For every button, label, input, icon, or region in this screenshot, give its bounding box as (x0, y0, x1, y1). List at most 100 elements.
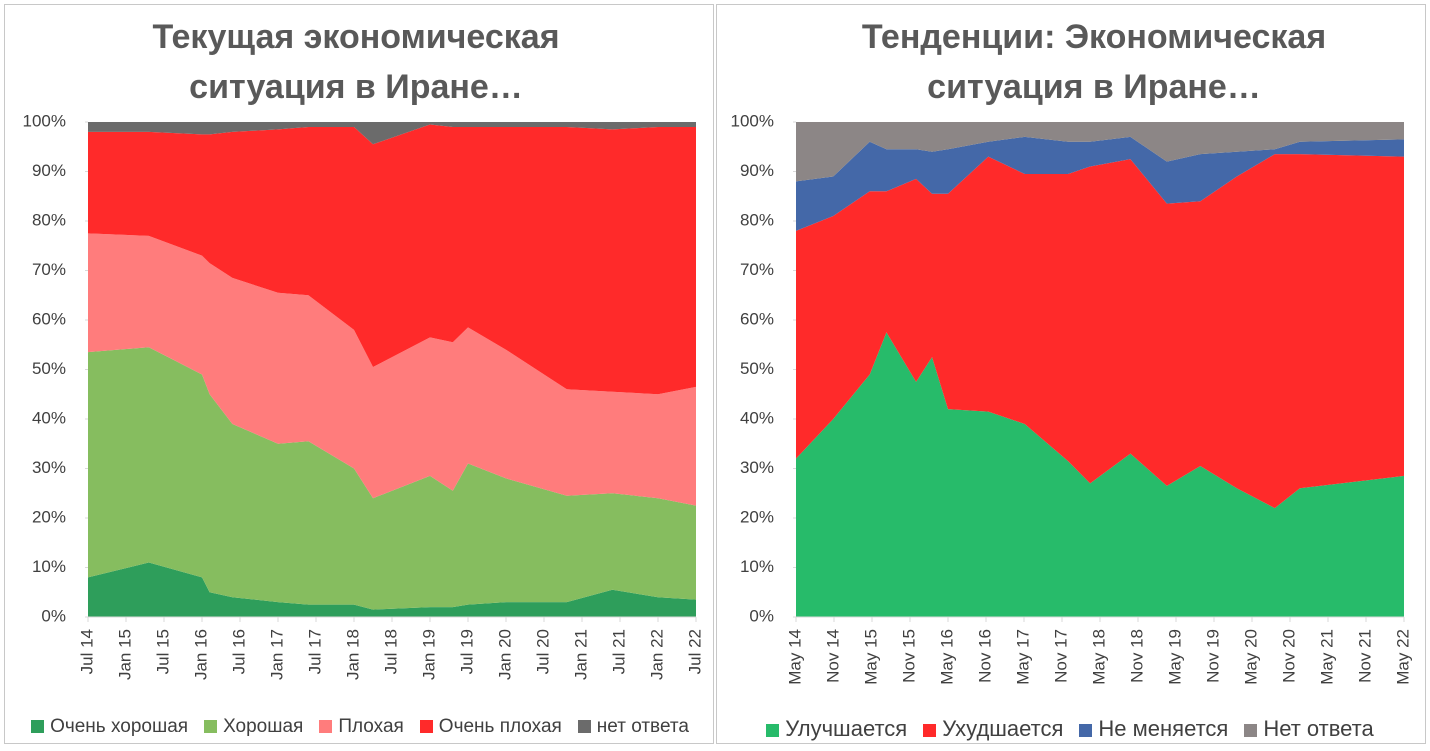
y-tick-label: 60% (740, 309, 774, 328)
x-tick-label: Jul 14 (77, 629, 96, 674)
x-tick-label: May 21 (1317, 629, 1336, 685)
legend-item: Ухудшается (923, 716, 1063, 742)
x-tick-label: Nov 16 (975, 629, 994, 683)
x-tick-label: Nov 17 (1051, 629, 1070, 683)
x-tick-label: Jan 16 (191, 629, 210, 680)
legend-swatch (31, 720, 45, 734)
chart-title: Текущая экономическая ситуация в Иране… (152, 18, 560, 106)
legend-label: Ухудшается (942, 716, 1064, 741)
x-tick-label: Jan 18 (343, 629, 362, 680)
x-tick-label: Nov 20 (1279, 629, 1298, 683)
y-tick-label: 80% (740, 210, 774, 229)
x-tick-label: May 14 (785, 629, 804, 685)
legend-swatch (923, 723, 937, 737)
x-tick-label: Jul 18 (381, 629, 400, 674)
x-tick-label: May 17 (1013, 629, 1032, 685)
x-tick-label: May 18 (1089, 629, 1108, 685)
y-tick-label: 10% (740, 557, 774, 576)
legend-label: Не меняется (1098, 716, 1229, 741)
x-tick-label: May 16 (937, 629, 956, 685)
x-tick-label: Jul 19 (457, 629, 476, 674)
legend-label: Плохая (338, 716, 404, 737)
x-tick-label: Nov 19 (1203, 629, 1222, 683)
y-tick-label: 0% (41, 606, 66, 625)
legend-label: нет ответа (596, 716, 689, 737)
area (88, 122, 696, 145)
y-tick-label: 20% (740, 507, 774, 526)
legend-swatch (319, 720, 333, 734)
x-tick-label: Jul 16 (229, 629, 248, 674)
chart-title: Тенденции: Экономическая ситуация в Иран… (861, 18, 1327, 106)
area (88, 562, 696, 617)
y-tick-label: 30% (32, 458, 66, 477)
x-tick-label: Jul 17 (305, 629, 324, 674)
x-tick-label: May 22 (1393, 629, 1412, 685)
area (88, 347, 696, 610)
y-tick-label: 100% (731, 111, 774, 130)
y-tick-label: 40% (32, 408, 66, 427)
legend: Улучшается Ухудшается Не меняется Нет ответ… (720, 716, 1420, 742)
legend-swatch (577, 720, 591, 734)
x-tick-label: Nov 14 (823, 629, 842, 683)
area (796, 136, 1404, 231)
y-tick-label: 70% (32, 260, 66, 279)
x-tick-label: Jan 20 (495, 629, 514, 680)
legend-label: Нет ответа (1263, 716, 1374, 741)
y-tick-label: 50% (32, 359, 66, 378)
legend-item: Очень плохая (419, 716, 562, 738)
legend: Очень хорошая Хорошая Плохая Очень плохая не… (10, 716, 710, 738)
legend-label: Улучшается (785, 716, 908, 741)
x-tick-label: Jan 17 (267, 629, 286, 680)
y-tick-label: 20% (32, 507, 66, 526)
y-tick-label: 100% (23, 111, 66, 130)
area (88, 233, 696, 506)
y-tick-label: 90% (740, 161, 774, 180)
legend-swatch (1079, 723, 1093, 737)
x-tick-label: Jan 15 (115, 629, 134, 680)
y-tick-label: 60% (32, 309, 66, 328)
legend-item: Плохая (319, 716, 404, 738)
legend-swatch (1244, 723, 1258, 737)
legend-item: Улучшается (766, 716, 907, 742)
y-tick-label: 90% (32, 161, 66, 180)
y-tick-label: 80% (32, 210, 66, 229)
panel (716, 4, 1426, 744)
x-tick-label: Jan 19 (419, 629, 438, 680)
x-tick-label: May 20 (1241, 629, 1260, 685)
legend-swatch (766, 723, 780, 737)
legend-label: Очень хорошая (50, 716, 189, 737)
legend-swatch (204, 720, 218, 734)
y-tick-label: 10% (32, 557, 66, 576)
y-tick-label: 40% (740, 408, 774, 427)
x-tick-label: Nov 21 (1355, 629, 1374, 683)
x-tick-label: Jul 21 (609, 629, 628, 674)
x-tick-label: May 19 (1165, 629, 1184, 685)
y-tick-label: 70% (740, 260, 774, 279)
x-tick-label: Jul 15 (153, 629, 172, 674)
legend-item: Хорошая (204, 716, 303, 738)
legend-label: Хорошая (223, 716, 304, 737)
legend-item: нет ответа (577, 716, 689, 738)
area (796, 332, 1404, 617)
x-tick-label: Nov 18 (1127, 629, 1146, 683)
area (796, 154, 1404, 509)
x-tick-label: May 15 (861, 629, 880, 685)
y-tick-label: 50% (740, 359, 774, 378)
panel (4, 4, 714, 744)
x-tick-label: Jan 22 (647, 629, 666, 680)
legend-item: Нет ответа (1244, 716, 1374, 742)
x-tick-label: Jul 20 (533, 629, 552, 674)
x-tick-label: Jul 22 (685, 629, 704, 674)
x-tick-label: Nov 15 (899, 629, 918, 683)
area (796, 122, 1404, 182)
legend-label: Очень плохая (438, 716, 562, 737)
y-tick-label: 0% (749, 606, 774, 625)
y-tick-label: 30% (740, 458, 774, 477)
legend-swatch (419, 720, 433, 734)
legend-item: Очень хорошая (31, 716, 188, 738)
legend-item: Не меняется (1079, 716, 1228, 742)
area (88, 124, 696, 395)
x-tick-label: Jan 21 (571, 629, 590, 680)
